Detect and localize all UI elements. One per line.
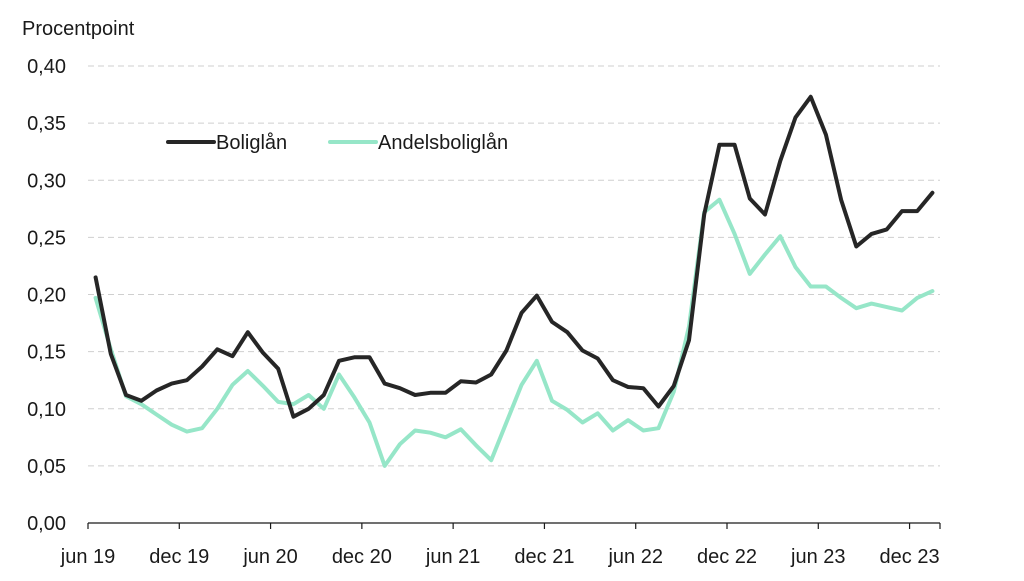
y-axis-label: Procentpoint — [22, 18, 135, 40]
y-tick-label: 0,40 — [27, 56, 66, 78]
legend: Boliglån Andelsboliglån — [166, 132, 508, 154]
legend-label: Andelsboliglån — [378, 132, 508, 154]
y-tick-label: 0,35 — [27, 113, 66, 135]
y-tick-label: 0,30 — [27, 170, 66, 192]
x-tick-label: dec 23 — [880, 546, 940, 568]
y-tick-label: 0,25 — [27, 227, 66, 249]
y-tick-label: 0,05 — [27, 456, 66, 478]
x-tick-label: jun 21 — [425, 546, 481, 568]
x-tick-label: jun 23 — [790, 546, 846, 568]
y-tick-label: 0,20 — [27, 285, 66, 307]
y-tick-label: 0,15 — [27, 342, 66, 364]
x-tick-label: jun 20 — [242, 546, 298, 568]
series-line-boliglaan — [93, 94, 935, 419]
y-tick-label: 0,00 — [27, 513, 66, 535]
x-tick-label: dec 22 — [697, 546, 757, 568]
series-lines — [93, 94, 935, 468]
series-line-andelsboliglaan — [93, 197, 935, 468]
gridlines — [88, 65, 940, 467]
legend-label: Boliglån — [216, 132, 287, 154]
x-tick-label: dec 20 — [332, 546, 392, 568]
x-tick-label: dec 21 — [514, 546, 574, 568]
x-tick-label: dec 19 — [149, 546, 209, 568]
x-axis-ticks: jun 19 dec 19 jun 20 dec 20 jun 21 dec 21 jun … — [60, 523, 941, 568]
y-axis-ticks: 0,00 0,05 0,10 0,15 0,20 0,25 0,30 0,35 0,40 — [27, 56, 66, 535]
x-tick-label: jun 22 — [607, 546, 663, 568]
y-tick-label: 0,10 — [27, 399, 66, 421]
x-tick-label: jun 19 — [60, 546, 116, 568]
